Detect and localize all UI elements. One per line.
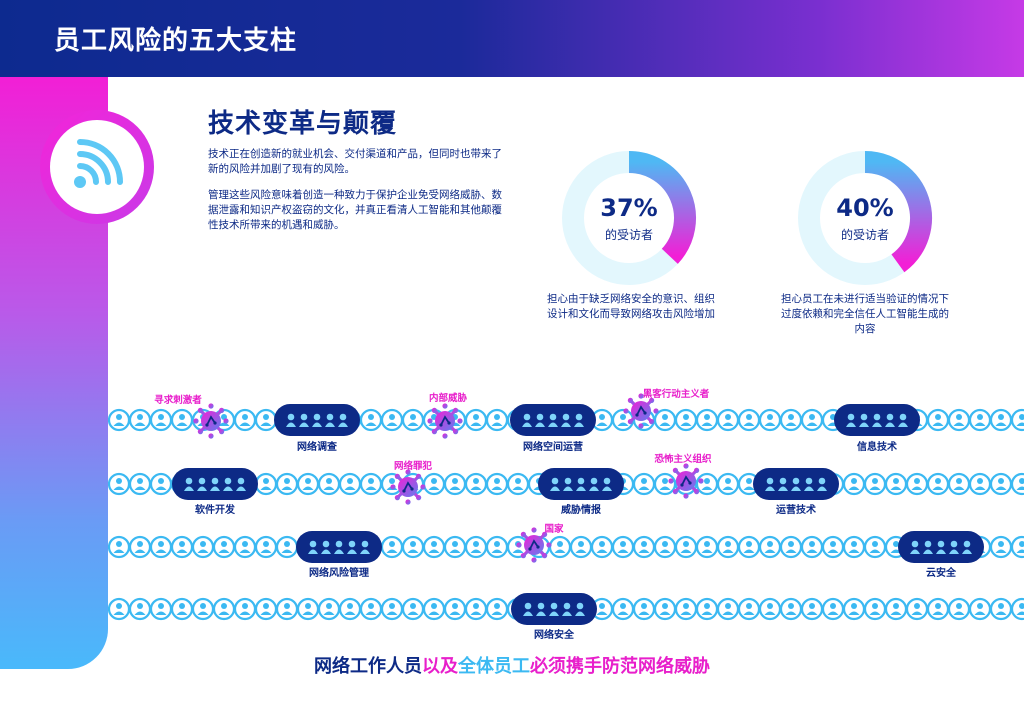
threat-label: 黑客行动主义者 (642, 389, 710, 400)
stat-desc-2: 担心员工在未进行适当验证的情况下过度依赖和完全信任人工智能生成的内容 (781, 293, 949, 335)
pillar-label: 云安全 (926, 568, 956, 579)
pillar-pill (274, 404, 360, 436)
threat-virus-icon (427, 403, 463, 439)
stat-percent-1: 37% (600, 194, 658, 222)
threat-virus-icon (193, 403, 229, 439)
pillar-pill (898, 531, 984, 563)
header-banner: 员工风险的五大支柱 (0, 0, 1024, 77)
threat-virus-icon (516, 527, 552, 563)
pillar-pill (510, 404, 596, 436)
footer-part-3: 全体员工 (458, 656, 530, 677)
stat-sub-1: 的受访者 (604, 228, 653, 242)
pillar-pill (753, 468, 839, 500)
detail-paragraph: 管理这些风险意味着创造一种致力于保护企业免受网络威胁、数据泄露和知识产权盗窃的文… (208, 189, 502, 231)
stat-donut-1 (562, 151, 696, 285)
pillar-label: 信息技术 (857, 442, 897, 453)
threat-label: 寻求刺激者 (154, 395, 202, 406)
pillar-pill (538, 468, 624, 500)
pillar-pill (296, 531, 382, 563)
pillar-label: 软件开发 (195, 505, 235, 516)
pillar-label: 网络空间运营 (523, 442, 583, 453)
pillar-pill (834, 404, 920, 436)
pillar-pill (511, 593, 597, 625)
stat-arc (864, 151, 932, 273)
threat-label: 内部威胁 (428, 393, 468, 404)
pillar-label: 网络风险管理 (309, 568, 369, 579)
footer-part-2: 以及 (422, 656, 458, 677)
wifi-signal-icon (74, 139, 123, 188)
stat-sub-2: 的受访者 (840, 228, 889, 242)
threat-label: 网络罪犯 (393, 461, 433, 472)
threat-virus-icon (623, 393, 659, 429)
people-row-3 (108, 535, 1024, 559)
footer-part-4: 必须携手防范网络威胁 (530, 656, 710, 677)
pillar-label: 网络调查 (297, 442, 337, 453)
pillar-label: 运营技术 (776, 505, 816, 516)
footer-slogan: 网络工作人员以及全体员工必须携手防范网络威胁 (0, 652, 1024, 678)
threat-label: 恐怖主义组织 (654, 454, 712, 465)
wifi-icon-badge (40, 110, 154, 224)
footer-part-1: 网络工作人员 (314, 656, 422, 677)
stat-percent-2: 40% (836, 194, 894, 222)
pillar-label: 威胁情报 (561, 505, 601, 516)
threat-virus-icon (668, 463, 704, 499)
intro-paragraph: 技术正在创造新的就业机会、交付渠道和产品，但同时也带来了新的风险并加剧了现有的风… (208, 148, 502, 175)
section-title: 技术变革与颠覆 (208, 109, 398, 139)
stat-donut-2 (798, 151, 932, 285)
pillar-label: 网络安全 (534, 630, 574, 641)
stat-arc (628, 151, 696, 264)
stat-desc-1: 担心由于缺乏网络安全的意识、组织设计和文化而导致网络攻击风险增加 (547, 293, 715, 320)
pillar-pill (172, 468, 258, 500)
threat-virus-icon (390, 469, 426, 505)
threat-label: 国家 (544, 524, 564, 535)
page-title: 员工风险的五大支柱 (54, 26, 298, 56)
